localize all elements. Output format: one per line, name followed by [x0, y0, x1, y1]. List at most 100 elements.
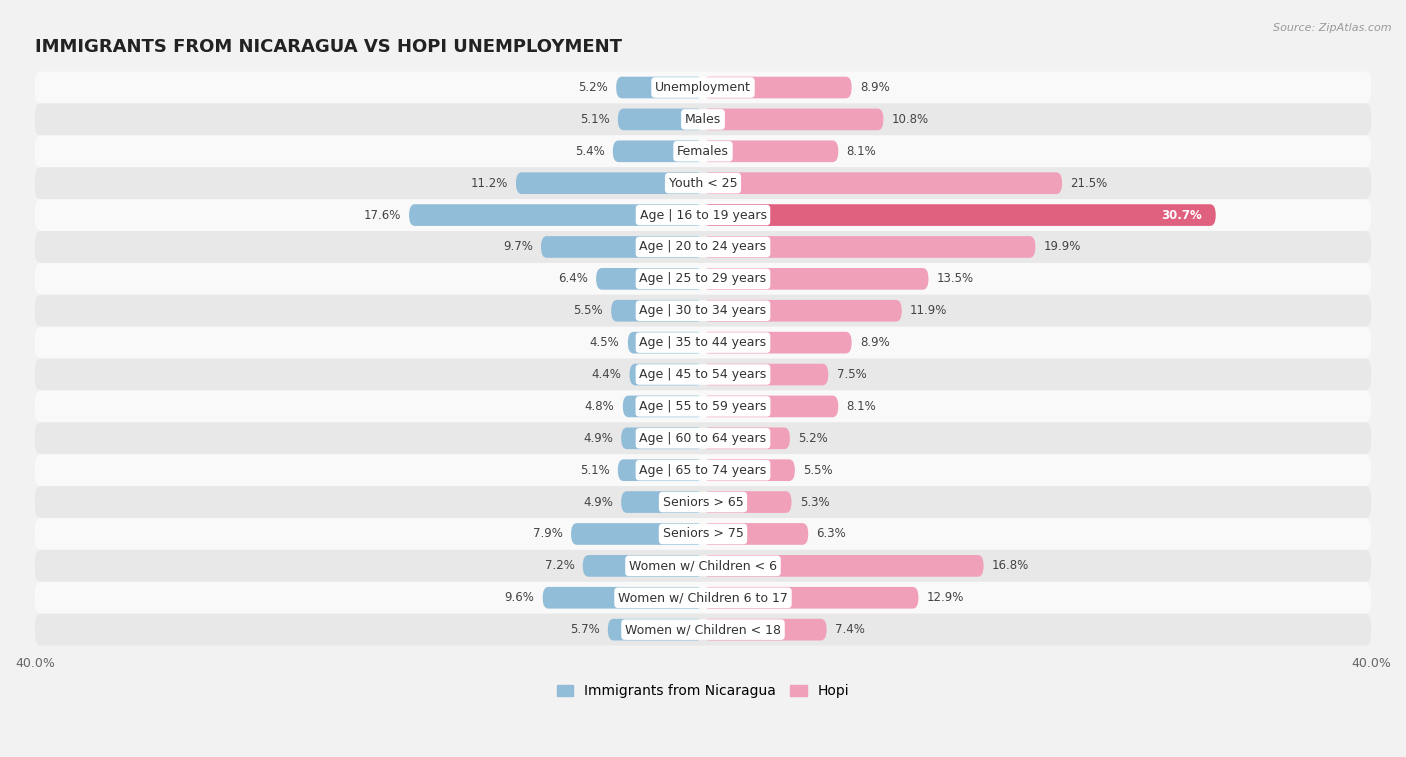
FancyBboxPatch shape — [617, 459, 703, 481]
FancyBboxPatch shape — [703, 204, 1216, 226]
FancyBboxPatch shape — [703, 363, 828, 385]
Text: Seniors > 65: Seniors > 65 — [662, 496, 744, 509]
Text: 5.3%: 5.3% — [800, 496, 830, 509]
FancyBboxPatch shape — [541, 236, 703, 258]
Text: 7.2%: 7.2% — [544, 559, 575, 572]
Text: 5.1%: 5.1% — [579, 113, 609, 126]
FancyBboxPatch shape — [35, 359, 1371, 391]
FancyBboxPatch shape — [607, 618, 703, 640]
FancyBboxPatch shape — [35, 582, 1371, 614]
Text: Age | 25 to 29 years: Age | 25 to 29 years — [640, 273, 766, 285]
Text: Age | 65 to 74 years: Age | 65 to 74 years — [640, 464, 766, 477]
FancyBboxPatch shape — [35, 391, 1371, 422]
Text: 7.5%: 7.5% — [837, 368, 866, 381]
FancyBboxPatch shape — [703, 491, 792, 513]
Text: 4.9%: 4.9% — [583, 496, 613, 509]
Text: IMMIGRANTS FROM NICARAGUA VS HOPI UNEMPLOYMENT: IMMIGRANTS FROM NICARAGUA VS HOPI UNEMPL… — [35, 38, 621, 56]
Text: 6.4%: 6.4% — [558, 273, 588, 285]
Text: 13.5%: 13.5% — [936, 273, 974, 285]
FancyBboxPatch shape — [596, 268, 703, 290]
Text: 5.1%: 5.1% — [579, 464, 609, 477]
Text: 5.4%: 5.4% — [575, 145, 605, 157]
Text: 17.6%: 17.6% — [363, 209, 401, 222]
Text: 4.5%: 4.5% — [589, 336, 620, 349]
FancyBboxPatch shape — [703, 268, 928, 290]
Text: Females: Females — [678, 145, 728, 157]
Text: 19.9%: 19.9% — [1043, 241, 1081, 254]
Text: 30.7%: 30.7% — [1161, 209, 1202, 222]
Text: 5.7%: 5.7% — [569, 623, 599, 636]
Text: 8.1%: 8.1% — [846, 400, 876, 413]
FancyBboxPatch shape — [621, 491, 703, 513]
FancyBboxPatch shape — [703, 555, 984, 577]
Legend: Immigrants from Nicaragua, Hopi: Immigrants from Nicaragua, Hopi — [551, 679, 855, 704]
Text: 8.9%: 8.9% — [860, 81, 890, 94]
FancyBboxPatch shape — [35, 550, 1371, 582]
FancyBboxPatch shape — [703, 76, 852, 98]
FancyBboxPatch shape — [703, 300, 901, 322]
FancyBboxPatch shape — [582, 555, 703, 577]
FancyBboxPatch shape — [516, 173, 703, 194]
FancyBboxPatch shape — [623, 396, 703, 417]
Text: Age | 16 to 19 years: Age | 16 to 19 years — [640, 209, 766, 222]
FancyBboxPatch shape — [35, 294, 1371, 327]
FancyBboxPatch shape — [35, 327, 1371, 359]
Text: 8.9%: 8.9% — [860, 336, 890, 349]
Text: Source: ZipAtlas.com: Source: ZipAtlas.com — [1274, 23, 1392, 33]
Text: Age | 60 to 64 years: Age | 60 to 64 years — [640, 431, 766, 445]
FancyBboxPatch shape — [35, 422, 1371, 454]
Text: Age | 30 to 34 years: Age | 30 to 34 years — [640, 304, 766, 317]
Text: Seniors > 75: Seniors > 75 — [662, 528, 744, 540]
FancyBboxPatch shape — [612, 300, 703, 322]
FancyBboxPatch shape — [35, 454, 1371, 486]
FancyBboxPatch shape — [703, 587, 918, 609]
FancyBboxPatch shape — [703, 428, 790, 449]
FancyBboxPatch shape — [35, 518, 1371, 550]
Text: Age | 45 to 54 years: Age | 45 to 54 years — [640, 368, 766, 381]
FancyBboxPatch shape — [617, 108, 703, 130]
Text: 5.5%: 5.5% — [803, 464, 832, 477]
FancyBboxPatch shape — [703, 141, 838, 162]
FancyBboxPatch shape — [35, 231, 1371, 263]
FancyBboxPatch shape — [35, 199, 1371, 231]
FancyBboxPatch shape — [35, 263, 1371, 294]
Text: 10.8%: 10.8% — [891, 113, 929, 126]
Text: 8.1%: 8.1% — [846, 145, 876, 157]
FancyBboxPatch shape — [703, 396, 838, 417]
Text: 4.8%: 4.8% — [585, 400, 614, 413]
FancyBboxPatch shape — [703, 236, 1035, 258]
FancyBboxPatch shape — [616, 76, 703, 98]
Text: 21.5%: 21.5% — [1070, 176, 1108, 190]
Text: 5.5%: 5.5% — [574, 304, 603, 317]
Text: Age | 55 to 59 years: Age | 55 to 59 years — [640, 400, 766, 413]
FancyBboxPatch shape — [571, 523, 703, 545]
FancyBboxPatch shape — [35, 104, 1371, 136]
Text: Youth < 25: Youth < 25 — [669, 176, 737, 190]
FancyBboxPatch shape — [703, 108, 883, 130]
Text: Women w/ Children 6 to 17: Women w/ Children 6 to 17 — [619, 591, 787, 604]
Text: Males: Males — [685, 113, 721, 126]
Text: 7.9%: 7.9% — [533, 528, 562, 540]
FancyBboxPatch shape — [543, 587, 703, 609]
Text: Unemployment: Unemployment — [655, 81, 751, 94]
FancyBboxPatch shape — [703, 459, 794, 481]
Text: 4.4%: 4.4% — [592, 368, 621, 381]
Text: Women w/ Children < 6: Women w/ Children < 6 — [628, 559, 778, 572]
FancyBboxPatch shape — [613, 141, 703, 162]
Text: 6.3%: 6.3% — [817, 528, 846, 540]
Text: 5.2%: 5.2% — [578, 81, 607, 94]
FancyBboxPatch shape — [35, 167, 1371, 199]
Text: 5.2%: 5.2% — [799, 431, 828, 445]
FancyBboxPatch shape — [630, 363, 703, 385]
FancyBboxPatch shape — [35, 614, 1371, 646]
FancyBboxPatch shape — [621, 428, 703, 449]
Text: 12.9%: 12.9% — [927, 591, 965, 604]
Text: Age | 20 to 24 years: Age | 20 to 24 years — [640, 241, 766, 254]
Text: 11.2%: 11.2% — [470, 176, 508, 190]
Text: 16.8%: 16.8% — [993, 559, 1029, 572]
FancyBboxPatch shape — [703, 523, 808, 545]
Text: 4.9%: 4.9% — [583, 431, 613, 445]
FancyBboxPatch shape — [35, 486, 1371, 518]
Text: 9.6%: 9.6% — [505, 591, 534, 604]
FancyBboxPatch shape — [409, 204, 703, 226]
